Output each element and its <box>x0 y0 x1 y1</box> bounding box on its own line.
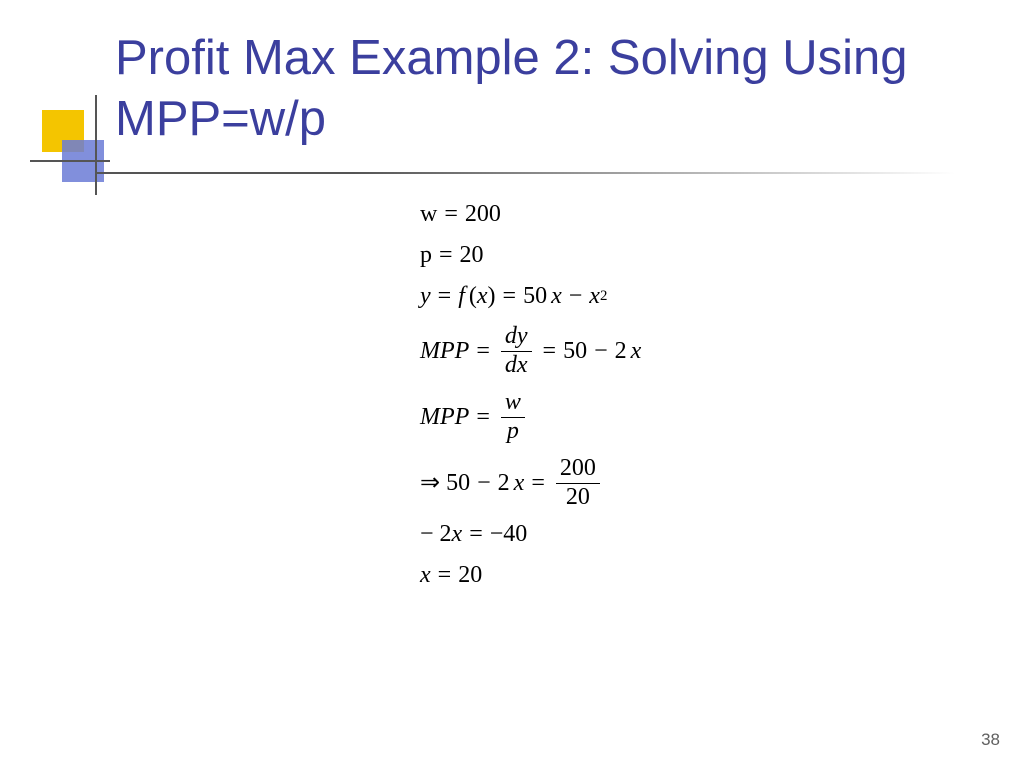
minus-sign: − <box>477 469 491 498</box>
var-y: y <box>420 282 431 311</box>
equals-sign: = <box>476 403 490 432</box>
equals-sign: = <box>543 337 557 366</box>
page-number: 38 <box>981 730 1000 750</box>
accent-horizontal-short <box>30 160 110 162</box>
title-underline <box>95 172 955 174</box>
rparen: ) <box>488 282 496 311</box>
coef-50: 50 <box>563 337 587 366</box>
var-x: x <box>631 337 642 366</box>
math-content: w = 200 p = 20 y = f ( x ) = 50 x − x2 M… <box>420 200 641 602</box>
equals-sign: = <box>444 200 458 229</box>
coef-2: 2 <box>498 469 510 498</box>
num-w: w <box>501 389 525 417</box>
coef-50: 50 <box>523 282 547 311</box>
num-200: 200 <box>556 455 600 483</box>
accent-vertical-line <box>95 95 97 195</box>
val-neg40: −40 <box>490 520 528 549</box>
equals-sign: = <box>503 282 517 311</box>
eq-mpp-deriv: MPP = dy dx = 50 − 2 x <box>420 322 641 380</box>
val-20: 20 <box>460 241 484 270</box>
frac-dy-dx: dy dx <box>501 323 532 379</box>
den-dx: dx <box>501 352 532 380</box>
slide-corner-decoration <box>0 95 120 195</box>
minus-sign: − <box>594 337 608 366</box>
var-x: x <box>551 282 562 311</box>
eq-y-fx: y = f ( x ) = 50 x − x2 <box>420 282 641 311</box>
equals-sign: = <box>438 282 452 311</box>
val-20: 20 <box>458 561 482 590</box>
eq-answer: x = 20 <box>420 561 641 590</box>
var-x: x <box>589 282 600 311</box>
eq-w: w = 200 <box>420 200 641 229</box>
slide-title: Profit Max Example 2: Solving Using MPP=… <box>115 28 975 151</box>
coef-2: 2 <box>615 337 627 366</box>
var-mpp: MPP <box>420 403 469 432</box>
equals-sign: = <box>469 520 483 549</box>
equals-sign: = <box>439 241 453 270</box>
fn-f: f <box>458 282 465 311</box>
var-x: x <box>420 561 431 590</box>
var-mpp: MPP <box>420 337 469 366</box>
implies-arrow: ⇒ <box>420 469 440 498</box>
eq-implies: ⇒ 50 − 2 x = 200 20 <box>420 454 641 512</box>
equals-sign: = <box>531 469 545 498</box>
den-20: 20 <box>562 484 594 512</box>
minus-sign: − <box>569 282 583 311</box>
coef-50: 50 <box>446 469 470 498</box>
var-w: w <box>420 200 437 229</box>
val-200: 200 <box>465 200 501 229</box>
equals-sign: = <box>476 337 490 366</box>
den-p: p <box>503 418 523 446</box>
eq-neg2x: − 2 x = −40 <box>420 520 641 549</box>
eq-p: p = 20 <box>420 241 641 270</box>
var-x: x <box>514 469 525 498</box>
frac-200-20: 200 20 <box>556 455 600 511</box>
lparen: ( <box>469 282 477 311</box>
frac-w-p: w p <box>501 389 525 445</box>
var-x: x <box>477 282 488 311</box>
num-dy: dy <box>501 323 532 351</box>
equals-sign: = <box>438 561 452 590</box>
var-x: x <box>452 520 463 549</box>
eq-mpp-wp: MPP = w p <box>420 388 641 446</box>
var-p: p <box>420 241 432 270</box>
neg2: − 2 <box>420 520 452 549</box>
